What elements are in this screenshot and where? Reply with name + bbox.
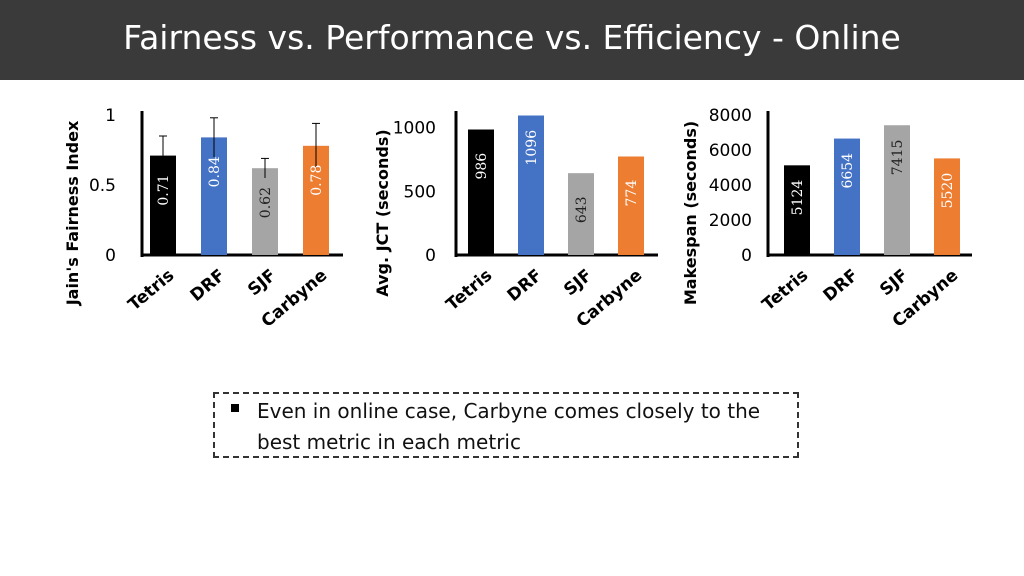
- bullet-icon: [231, 404, 239, 412]
- makespan-y-tick-label: 0: [741, 246, 752, 266]
- jct-bar-tetris: [468, 129, 494, 255]
- callout-text: Even in online case, Carbyne comes close…: [257, 399, 761, 454]
- makespan-bar-drf: [834, 138, 860, 255]
- fairness-y-tick-label: 0.5: [89, 176, 116, 196]
- makespan-category-label: SJF: [876, 266, 912, 301]
- fairness-category-label: DRF: [187, 266, 230, 306]
- fairness-chart: 0 0.5 1 Jain's Fairness Index 0.71 Tetris 0.84…: [63, 106, 343, 332]
- jct-value-label: 643: [574, 196, 590, 223]
- makespan-bar-carbyne: [934, 158, 960, 255]
- fairness-value-label: 0.78: [309, 165, 325, 196]
- jct-bar-carbyne: [618, 156, 644, 255]
- makespan-chart: 0 2000 4000 6000 8000 Makespan (seconds) 5124 T…: [681, 106, 972, 332]
- makespan-bar-tetris: [784, 165, 810, 255]
- makespan-category-label: Tetris: [759, 266, 813, 316]
- jct-bar-sjf: [568, 173, 594, 255]
- jct-y-tick-label: 0: [425, 246, 436, 266]
- jct-value-label: 1096: [524, 130, 540, 166]
- jct-y-tick-label: 1000: [393, 119, 436, 139]
- title-bar: Fairness vs. Performance vs. Efficiency …: [0, 0, 1024, 80]
- fairness-category-label: Tetris: [125, 266, 179, 316]
- makespan-value-label: 5520: [940, 173, 956, 209]
- fairness-category-label: SJF: [244, 266, 280, 301]
- jct-category-label: SJF: [560, 266, 596, 301]
- jct-y-tick-label: 500: [404, 182, 436, 202]
- jct-category-label: DRF: [504, 266, 547, 306]
- makespan-value-label: 5124: [790, 180, 806, 216]
- fairness-y-tick-label: 0: [105, 246, 116, 266]
- makespan-y-tick-label: 2000: [709, 211, 752, 231]
- jct-value-label: 986: [474, 153, 490, 180]
- makespan-y-tick-label: 6000: [709, 141, 752, 161]
- page-title: Fairness vs. Performance vs. Efficiency …: [123, 18, 901, 57]
- makespan-category-label: DRF: [820, 266, 863, 306]
- jct-value-label: 774: [624, 180, 640, 207]
- jct-y-axis-label: Avg. JCT (seconds): [373, 129, 392, 296]
- fairness-y-axis-label: Jain's Fairness Index: [63, 120, 82, 306]
- fairness-value-label: 0.71: [156, 174, 172, 205]
- fairness-value-label: 0.62: [258, 187, 274, 218]
- jct-bar-drf: [518, 115, 544, 255]
- makespan-y-axis-label: Makespan (seconds): [681, 121, 700, 305]
- fairness-bar-sjf: [252, 168, 278, 255]
- makespan-y-tick-label: 8000: [709, 106, 752, 126]
- jct-category-label: Tetris: [443, 266, 497, 316]
- makespan-value-label: 6654: [840, 153, 856, 189]
- makespan-y-tick-label: 4000: [709, 176, 752, 196]
- callout-box: Even in online case, Carbyne comes close…: [213, 392, 799, 458]
- fairness-value-label: 0.84: [207, 156, 223, 187]
- makespan-value-label: 7415: [890, 140, 906, 176]
- makespan-bar-sjf: [884, 125, 910, 255]
- fairness-y-tick-label: 1: [105, 106, 116, 126]
